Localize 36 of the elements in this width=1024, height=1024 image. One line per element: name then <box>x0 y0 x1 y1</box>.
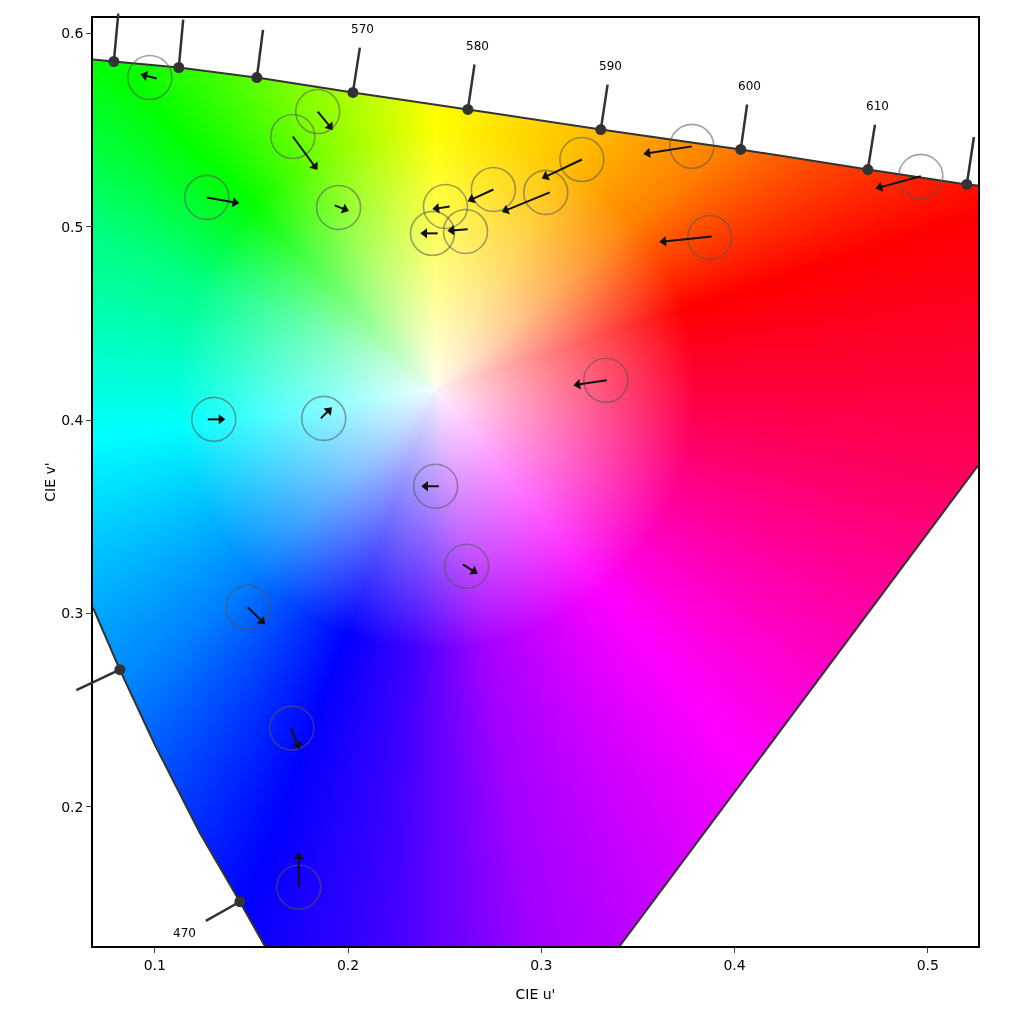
point <box>541 170 550 181</box>
point <box>340 203 349 214</box>
x-axis-title: CIE u' <box>515 985 556 1002</box>
x-tick-label: 0.2 <box>336 956 360 973</box>
point <box>447 225 455 236</box>
point <box>469 565 478 575</box>
x-tick-label: 0.4 <box>723 956 746 973</box>
point <box>573 379 581 390</box>
point <box>293 852 304 860</box>
point <box>292 740 302 750</box>
y-tick-label: 0.5 <box>61 218 84 235</box>
x-tick-label: 0.5 <box>916 956 939 973</box>
y-tick-label: 0.4 <box>61 412 84 429</box>
annotation: 580 <box>466 39 489 53</box>
point <box>659 236 667 247</box>
point <box>309 161 318 171</box>
point <box>875 181 884 192</box>
point <box>140 70 149 82</box>
annotation: 590 <box>599 59 622 73</box>
y-axis-title: CIE v' <box>41 462 58 502</box>
point <box>324 121 333 130</box>
point <box>256 615 266 625</box>
point <box>323 407 332 416</box>
point <box>231 196 240 208</box>
y-tick-label: 0.2 <box>61 798 84 815</box>
annotation: 570 <box>351 22 374 36</box>
point <box>467 193 476 204</box>
x-tick-label: 0.3 <box>530 956 553 973</box>
annotation: 610 <box>866 99 889 113</box>
annotation: 600 <box>738 79 761 93</box>
point <box>420 228 428 239</box>
y-tick-label: 0.3 <box>61 605 84 622</box>
x-tick-label: 0.1 <box>143 956 166 973</box>
annotation: 470 <box>173 926 196 940</box>
y-tick-label: 0.6 <box>61 25 84 42</box>
point <box>501 204 510 215</box>
